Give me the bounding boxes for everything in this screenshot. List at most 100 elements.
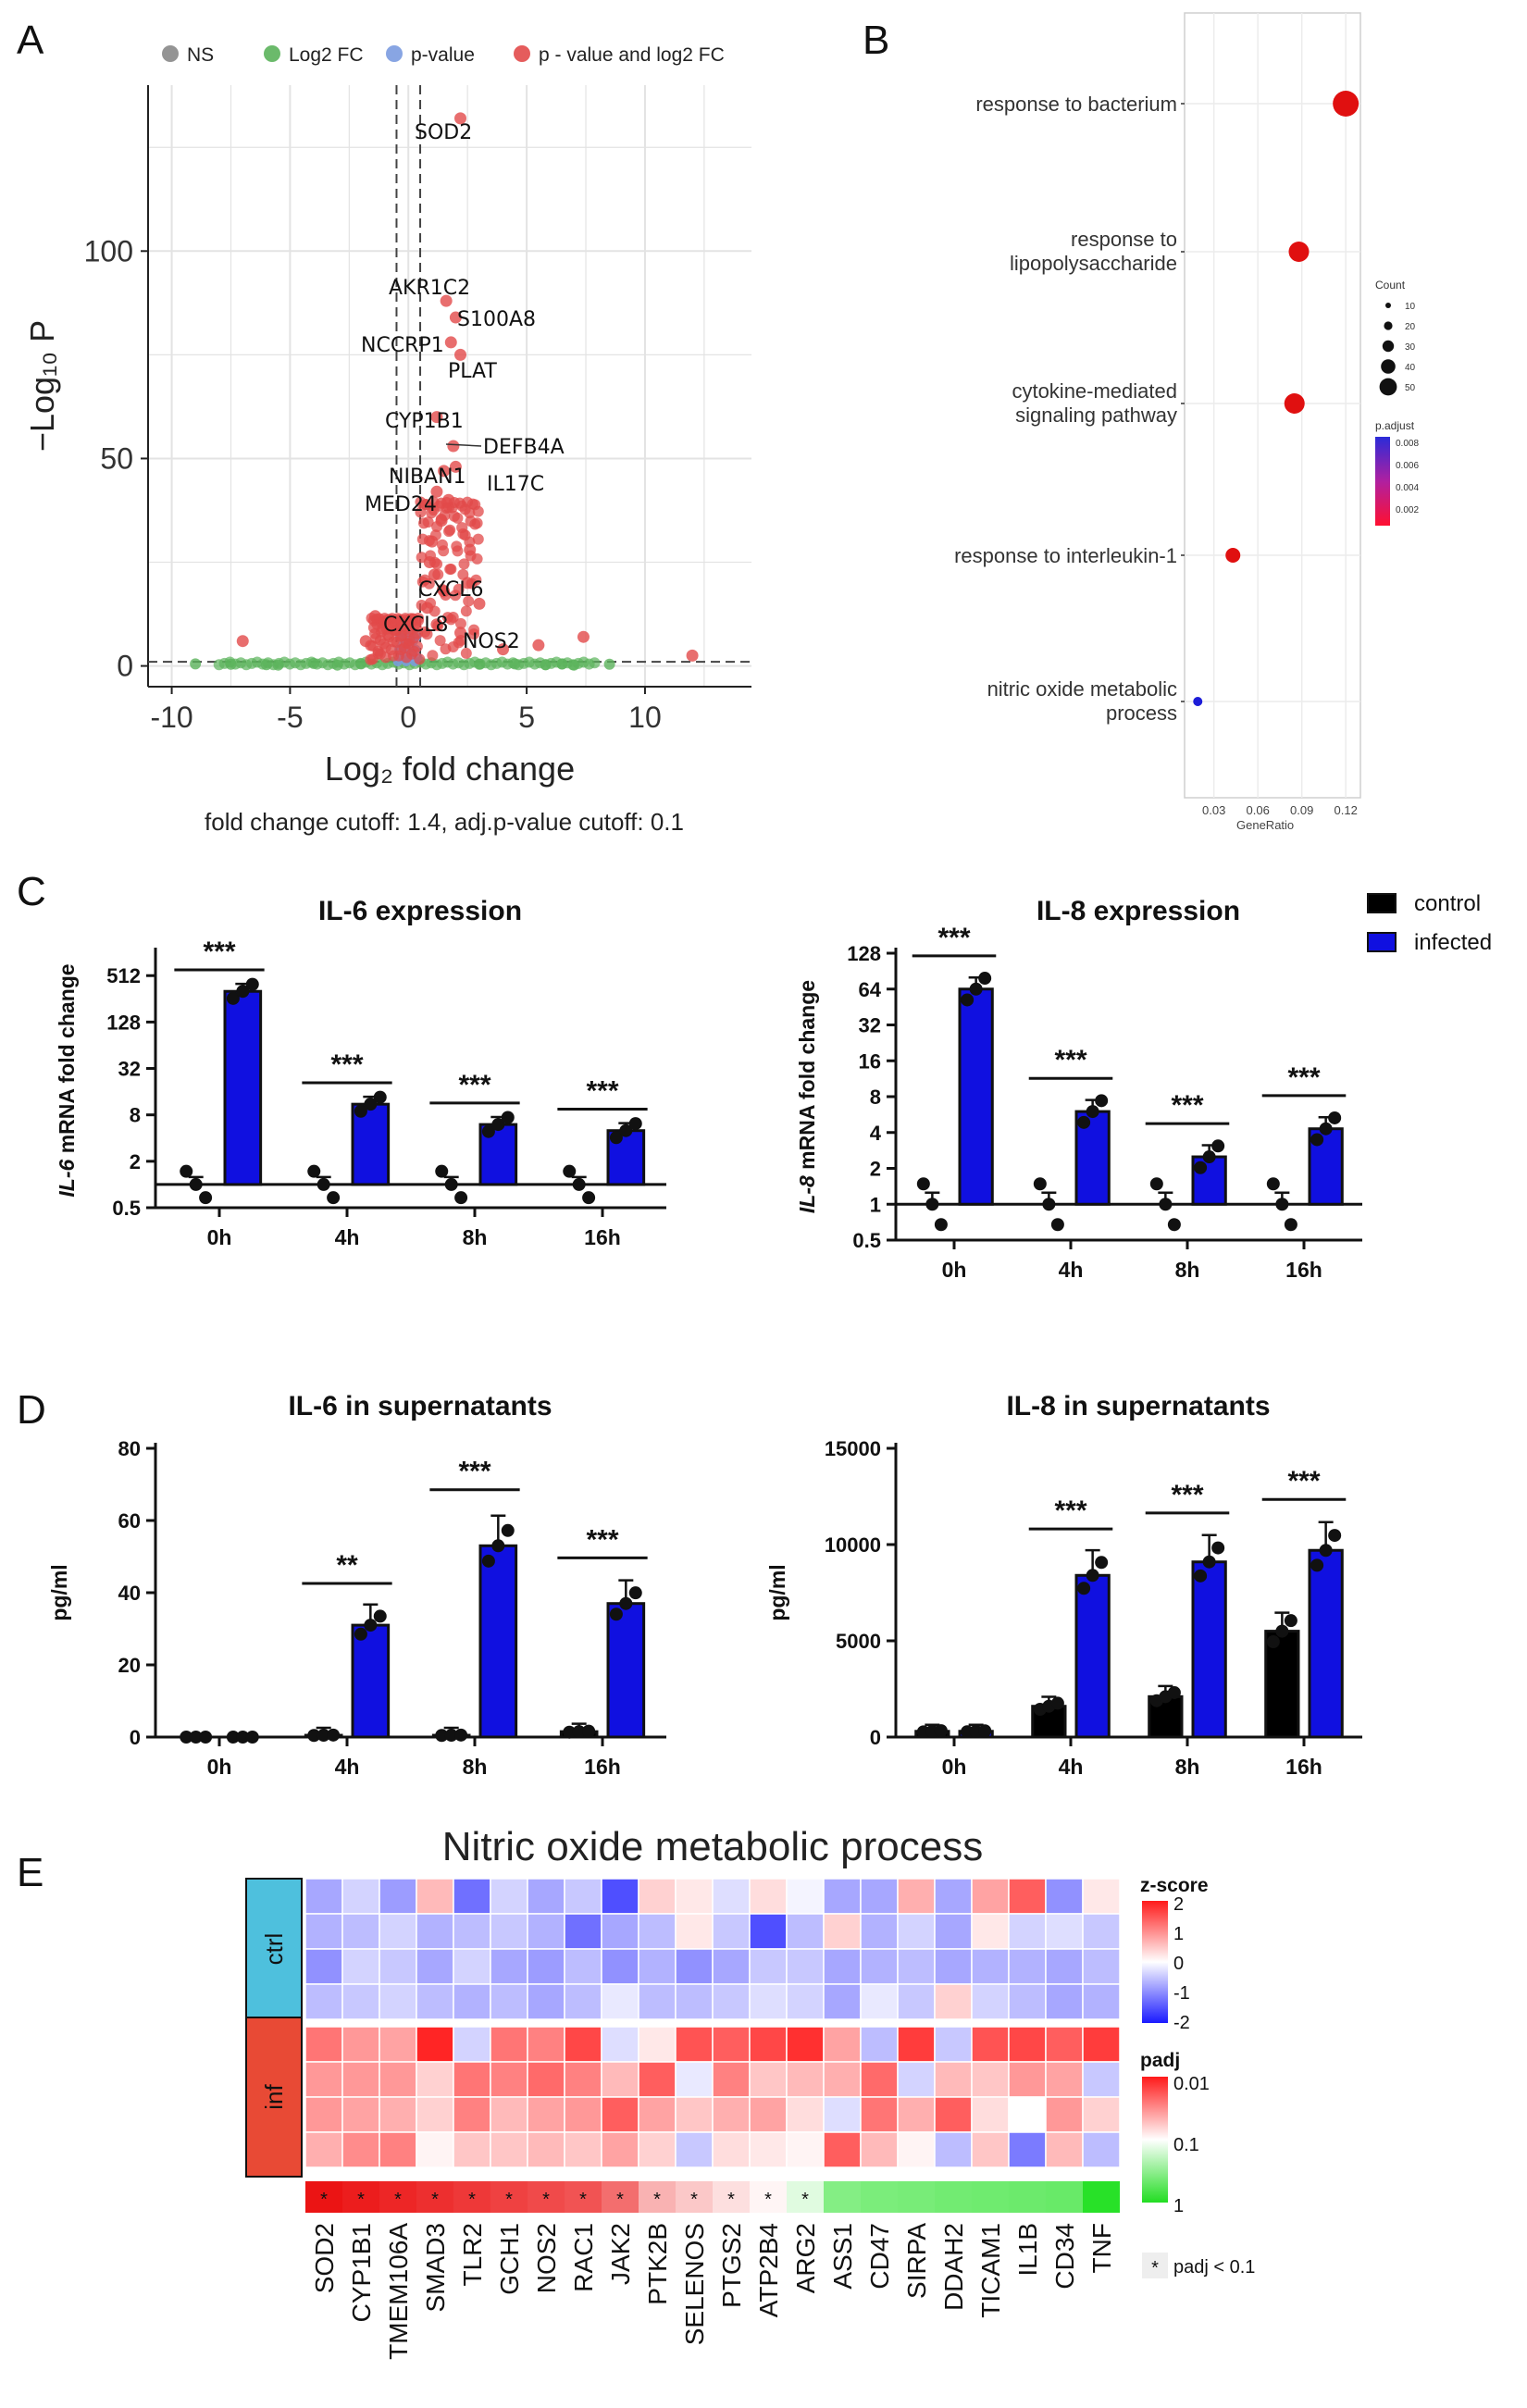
heatmap-cell-ctrl: [341, 1913, 380, 1950]
heatmap-cell-ctrl: [786, 1878, 825, 1915]
y-tick-label: 80: [118, 1437, 141, 1460]
term-label-4: process: [1106, 701, 1177, 725]
y-tick-label: 50: [100, 441, 133, 475]
volcano-point-both: [411, 627, 423, 639]
volcano-point-both: [447, 440, 460, 453]
heatmap-cell-inf: [749, 2026, 788, 2063]
padj-legend-title: padj: [1140, 2050, 1180, 2071]
count-legend-label-3: 40: [1405, 363, 1416, 373]
y-axis-title: pg/ml: [47, 1564, 71, 1620]
heatmap-cell-ctrl: [1045, 1948, 1084, 1985]
x-tick-label: 10: [628, 701, 662, 734]
heatmap-cell-inf: [527, 2061, 565, 2098]
replicate-dot: [236, 985, 250, 999]
replicate-dot: [582, 1724, 596, 1738]
heatmap-cell-ctrl: [379, 1948, 417, 1985]
heatmap-cell-ctrl: [453, 1878, 491, 1915]
volcano-point-both: [456, 500, 468, 512]
heatmap-cell-inf: [1045, 2061, 1084, 2098]
heatmap-cell-inf: [564, 2026, 602, 2063]
padj-cell: [898, 2181, 935, 2213]
replicate-dot: [934, 1724, 948, 1738]
y-axis-title: pg/ml: [765, 1564, 789, 1620]
heatmap-cell-ctrl: [971, 1948, 1010, 1985]
replicate-dot: [199, 1191, 213, 1205]
heatmap-cell-ctrl: [638, 1913, 677, 1950]
y-tick-label: 32: [118, 1058, 141, 1081]
significance-mark-0h: ***: [203, 937, 235, 967]
heatmap-cell-ctrl: [304, 1983, 343, 2020]
heatmap-cell-inf: [712, 2026, 751, 2063]
volcano-plot: -10 -5 0 5 10050100SOD2AKR1C2S100A8NCCRP1PLA…: [23, 44, 751, 836]
heatmap-cell-ctrl: [712, 1878, 751, 1915]
replicate-dot: [226, 1731, 240, 1744]
gene-label-sirpa: SIRPA: [902, 2223, 931, 2299]
heatmap-cell-inf: [638, 2131, 677, 2168]
replicate-dot: [582, 1191, 596, 1205]
heatmap-cell-inf: [1008, 2026, 1047, 2063]
heatmap-cell-ctrl: [490, 1983, 528, 2020]
volcano-point-both: [359, 635, 372, 648]
heatmap-cell-ctrl: [453, 1948, 491, 1985]
bar-infected-0h: [958, 987, 994, 1206]
padj-cell: [416, 2181, 453, 2213]
heatmap-cell-inf: [897, 2026, 936, 2063]
gene-label-il1b: IL1B: [1013, 2223, 1042, 2277]
significance-mark-4h: **: [336, 1550, 358, 1581]
volcano-point-both: [414, 653, 426, 665]
count-legend-label-2: 30: [1405, 342, 1416, 353]
replicate-dot: [572, 1725, 586, 1739]
heatmap-cell-inf: [1082, 2061, 1121, 2098]
y-axis-title-italic: IL-6: [55, 1159, 79, 1197]
gene-label-med24: MED24: [365, 493, 437, 516]
replicate-dot: [317, 1729, 330, 1743]
heatmap-cell-inf: [786, 2026, 825, 2063]
x-tick-label-0h: 0h: [942, 1258, 967, 1282]
heatmap-cell-ctrl: [490, 1913, 528, 1950]
replicate-dot: [501, 1523, 515, 1537]
gene-label-nos2: NOS2: [463, 630, 520, 653]
gene-label-ptk2b: PTK2B: [643, 2223, 672, 2305]
padj-cell: [602, 2181, 639, 2213]
replicate-dot: [609, 1607, 623, 1621]
volcano-point-both: [430, 618, 443, 631]
x-tick-label: 0: [400, 701, 416, 734]
heatmap-cell-inf: [860, 2131, 899, 2168]
heatmap-cell-ctrl: [490, 1878, 528, 1915]
heatmap-cell-ctrl: [971, 1913, 1010, 1950]
heatmap-cell-inf: [341, 2096, 380, 2133]
bar-infected-16h: [606, 1602, 646, 1739]
padj-legend-title: p.adjust: [1375, 419, 1415, 432]
gene-label-akr1c2: AKR1C2: [389, 277, 470, 300]
volcano-point-both: [440, 294, 453, 307]
sig-legend-swatch: [1142, 2253, 1168, 2278]
replicate-dot: [628, 1586, 642, 1600]
heatmap-cell-inf: [934, 2061, 973, 2098]
heatmap-cell-inf: [1008, 2096, 1047, 2133]
replicate-dot: [180, 1731, 193, 1744]
legend-label-1: infected: [1414, 930, 1492, 955]
y-tick-label: 60: [118, 1509, 141, 1533]
heatmap-cell-ctrl: [712, 1913, 751, 1950]
y-tick-label: 8: [870, 1086, 881, 1109]
gene-label-tlr2: TLR2: [458, 2223, 487, 2286]
count-legend-dot-0: [1385, 303, 1391, 308]
heatmap-cell-inf: [453, 2131, 491, 2168]
il6-expression-chart: IL-6 expression 0.5 2 8 32 128 512 0h *** 4h *** 8h…: [55, 896, 666, 1249]
gene-label-atp2b4: ATP2B4: [754, 2223, 783, 2317]
zscore-legend-label-0: 2: [1173, 1894, 1184, 1915]
volcano-point-both: [460, 647, 472, 659]
gene-label-s100a8: S100A8: [457, 308, 536, 331]
heatmap-cell-ctrl: [564, 1983, 602, 2020]
heatmap-cell-ctrl: [675, 1913, 714, 1950]
replicate-dot: [327, 1191, 341, 1205]
replicate-dot: [1086, 1569, 1099, 1583]
replicate-dot: [1095, 1556, 1109, 1570]
heatmap-cell-inf: [675, 2096, 714, 2133]
gene-label-selenos: SELENOS: [680, 2223, 709, 2345]
heatmap-cell-inf: [416, 2096, 454, 2133]
group-label-ctrl: ctrl: [260, 1933, 288, 1966]
heatmap-cell-inf: [379, 2131, 417, 2168]
replicate-dot: [1319, 1544, 1333, 1558]
